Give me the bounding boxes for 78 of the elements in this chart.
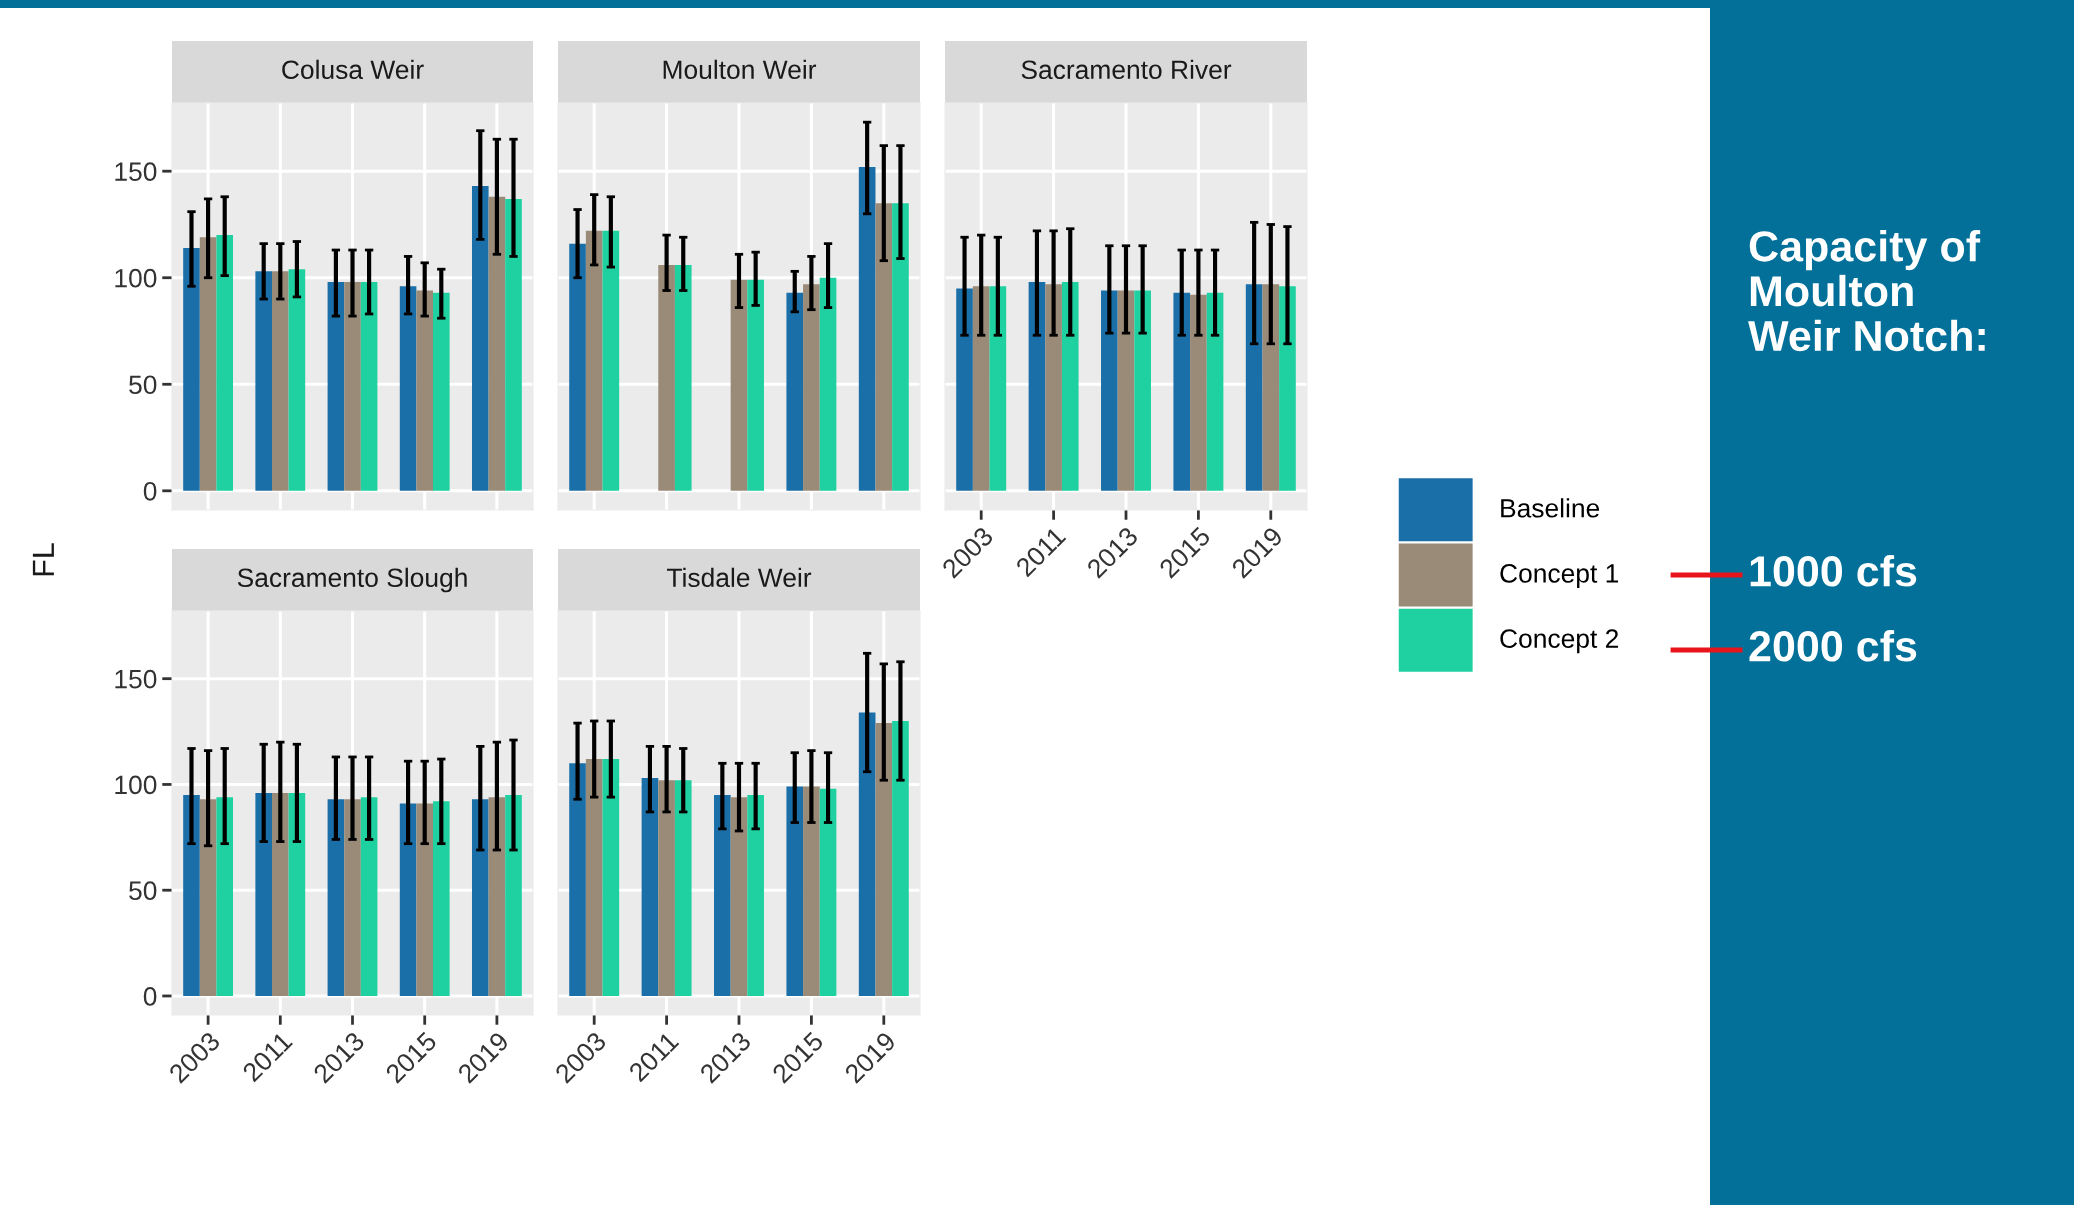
bar (360, 281, 378, 491)
bar (327, 281, 345, 491)
bar (216, 235, 234, 491)
y-axis-title: FL (32, 543, 54, 576)
text: 1000 cfs (1750, 554, 1917, 587)
bar (1279, 286, 1296, 491)
legend-label: Concept 2 (1500, 629, 1618, 654)
legend-label: Concept 1 (1500, 564, 1619, 588)
bar (1206, 292, 1224, 491)
bar (585, 759, 603, 996)
bar (1101, 290, 1118, 491)
bar (272, 271, 289, 491)
bar (803, 284, 820, 491)
bar (803, 786, 820, 996)
bar (674, 264, 692, 491)
bar (399, 286, 417, 491)
bar (747, 795, 764, 996)
bar (288, 269, 306, 491)
bar (1262, 284, 1280, 491)
y-tick-label: 150 (115, 669, 157, 689)
bar (641, 778, 659, 996)
bar (892, 720, 909, 996)
chart-title: Moulton Weir (663, 59, 817, 80)
bar (1028, 281, 1046, 491)
chart-title: Sacramento Slough (237, 567, 467, 593)
bar (255, 271, 272, 491)
bar (956, 288, 973, 491)
bar (658, 780, 675, 996)
bar (730, 279, 748, 491)
bar (819, 788, 837, 996)
bar (819, 277, 837, 491)
chart-title: Tisdale Weir (667, 567, 812, 588)
bar (416, 290, 433, 491)
chart-title: Colusa Weir (282, 59, 424, 80)
bar (488, 196, 506, 491)
legend-label: Baseline (1501, 498, 1600, 518)
bar (602, 759, 620, 996)
y-tick-label: 0 (143, 987, 157, 1006)
bar (714, 795, 731, 996)
bar (875, 723, 893, 996)
bar (199, 237, 217, 491)
bar (569, 763, 586, 996)
bar (183, 247, 200, 491)
bar (786, 786, 804, 996)
y-tick-label: 100 (115, 775, 157, 795)
y-tick-label: 150 (115, 162, 157, 182)
bar (747, 279, 764, 491)
text: Capacity of Moulton Weir Notch: (1748, 230, 1985, 352)
bar (875, 203, 893, 491)
bar (892, 203, 909, 491)
bar (972, 286, 990, 491)
y-tick-label: 100 (115, 268, 157, 288)
y-tick-label: 0 (143, 481, 157, 501)
bar (858, 712, 876, 996)
bar (989, 286, 1007, 491)
bar (1061, 281, 1079, 491)
text: 2000 cfs (1749, 629, 1917, 662)
bar (1117, 290, 1135, 491)
bar (674, 780, 692, 996)
bar (1173, 292, 1191, 491)
bar (344, 281, 361, 491)
y-tick-label: 50 (129, 375, 157, 395)
bar (569, 243, 586, 491)
bar (1245, 284, 1263, 491)
bar (505, 198, 522, 491)
bar (730, 797, 748, 996)
bar (658, 264, 675, 491)
bar (1190, 294, 1207, 491)
bar (471, 186, 489, 491)
bar (433, 292, 450, 491)
bar (1134, 290, 1151, 491)
bar (858, 166, 876, 491)
bar (602, 230, 620, 491)
chart-title: Sacramento River (1021, 59, 1232, 80)
bar (1045, 284, 1062, 491)
bar (786, 292, 804, 491)
y-tick-label: 50 (129, 881, 157, 901)
bar (585, 230, 603, 491)
